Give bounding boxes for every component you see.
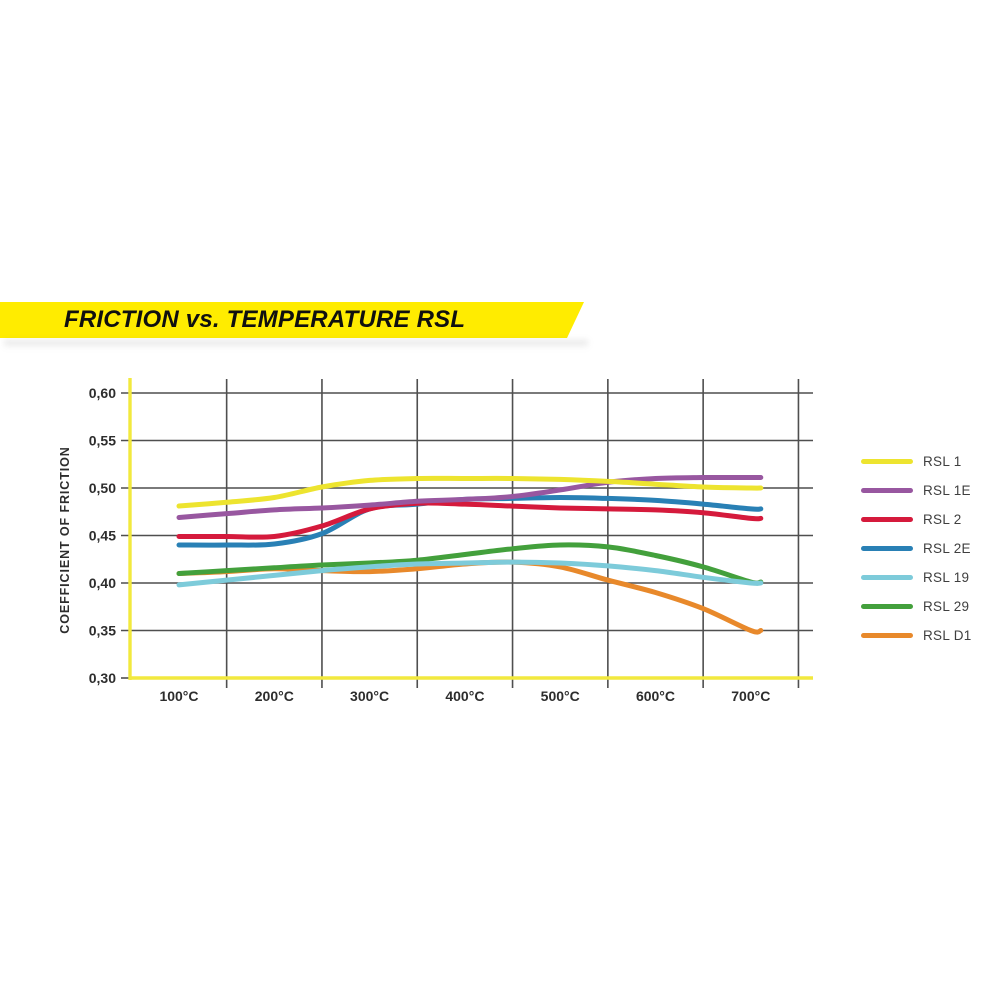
x-tick-label-200°C: 200°C [255,688,294,704]
legend-label-rsl-d1: RSL D1 [923,628,972,643]
legend-swatch-rsl-1e [861,488,913,493]
y-tick-label-0,35: 0,35 [89,623,116,639]
x-tick-label-500°C: 500°C [541,688,580,704]
banner-shadow [4,340,588,348]
legend-swatch-rsl-29 [861,604,913,609]
x-tick-label-100°C: 100°C [159,688,198,704]
page-title: FRICTION vs. TEMPERATURE RSL [64,306,466,333]
legend-label-rsl-1: RSL 1 [923,454,962,469]
legend-label-rsl-2e: RSL 2E [923,541,971,556]
series-line-rsl-1 [176,475,764,509]
legend-label-rsl-29: RSL 29 [923,599,970,614]
legend-item-rsl-29: RSL 29 [861,592,972,621]
series-line-rsl-19 [176,559,764,588]
legend-label-rsl-2: RSL 2 [923,512,962,527]
series-line-rsl-29 [176,542,764,586]
legend-label-rsl-1e: RSL 1E [923,483,971,498]
y-tick-label-0,40: 0,40 [89,575,116,591]
x-tick-label-300°C: 300°C [350,688,389,704]
y-tick-label-0,30: 0,30 [89,670,116,686]
legend-item-rsl-1e: RSL 1E [861,476,972,505]
y-tick-label-0,50: 0,50 [89,480,116,496]
x-tick-label-400°C: 400°C [445,688,484,704]
legend-item-rsl-2e: RSL 2E [861,534,972,563]
y-axis-title: COEFFICIENT OF FRICTION [58,446,72,634]
legend-swatch-rsl-d1 [861,633,913,638]
legend-swatch-rsl-19 [861,575,913,580]
y-tick-label-0,55: 0,55 [89,433,116,449]
legend-item-rsl-1: RSL 1 [861,447,972,476]
y-tick-label-0,45: 0,45 [89,528,116,544]
chart-legend: RSL 1 RSL 1E RSL 2 RSL 2E RSL 19 RSL 29 RSL D1 [861,447,972,650]
legend-swatch-rsl-2e [861,546,913,551]
x-tick-label-600°C: 600°C [636,688,675,704]
series-line-rsl-1e [176,474,764,520]
legend-swatch-rsl-2 [861,517,913,522]
legend-label-rsl-19: RSL 19 [923,570,970,585]
legend-item-rsl-19: RSL 19 [861,563,972,592]
x-tick-label-700°C: 700°C [731,688,770,704]
legend-item-rsl-2: RSL 2 [861,505,972,534]
y-tick-label-0,60: 0,60 [89,385,116,401]
title-banner: FRICTION vs. TEMPERATURE RSL [0,302,584,338]
legend-swatch-rsl-1 [861,459,913,464]
legend-item-rsl-d1: RSL D1 [861,621,972,650]
series-line-rsl-2 [176,500,764,540]
